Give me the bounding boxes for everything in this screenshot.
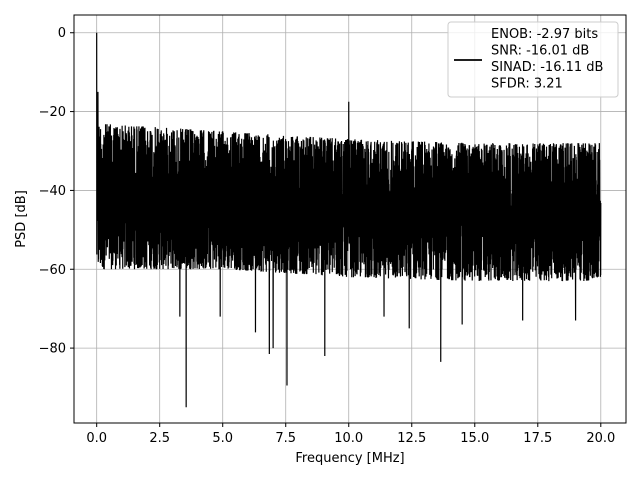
legend-box [447, 21, 619, 98]
x-axis-ticks: 0.0 2.5 5.0 7.5 10.0 12.5 15.0 17.5 20.0 [86, 423, 615, 446]
axes-frame [73, 14, 627, 424]
x-tick-label: 7.5 [275, 431, 296, 446]
x-tick-label: 12.5 [397, 431, 426, 446]
x-tick-label: 20.0 [586, 431, 615, 446]
legend-entry-sfdr: SFDR: 3.21 [491, 77, 563, 92]
x-tick-label: 15.0 [460, 431, 489, 446]
legend: ENOB: -2.97 bits SNR: -16.01 dB SINAD: -… [447, 21, 619, 98]
y-tick-label: −80 [39, 342, 66, 357]
x-tick-label: 17.5 [523, 431, 552, 446]
legend-entry-snr: SNR: -16.01 dB [491, 44, 589, 59]
plot-area [96, 32, 602, 408]
x-tick-label: 0.0 [86, 431, 107, 446]
legend-entry-sinad: SINAD: -16.11 dB [491, 60, 603, 75]
psd-series-line [96, 32, 602, 408]
y-axis-label: PSD [dB] [14, 190, 29, 248]
y-tick-label: 0 [58, 26, 66, 41]
y-tick-label: −60 [39, 263, 66, 278]
x-tick-label: 5.0 [212, 431, 233, 446]
x-tick-label: 2.5 [149, 431, 170, 446]
x-tick-label: 10.0 [334, 431, 363, 446]
y-tick-label: −20 [39, 105, 66, 120]
legend-entry-enob: ENOB: -2.97 bits [491, 27, 598, 42]
x-axis-label: Frequency [MHz] [295, 451, 404, 466]
y-axis-ticks: 0 −20 −40 −60 −80 [39, 26, 74, 357]
y-tick-label: −40 [39, 184, 66, 199]
